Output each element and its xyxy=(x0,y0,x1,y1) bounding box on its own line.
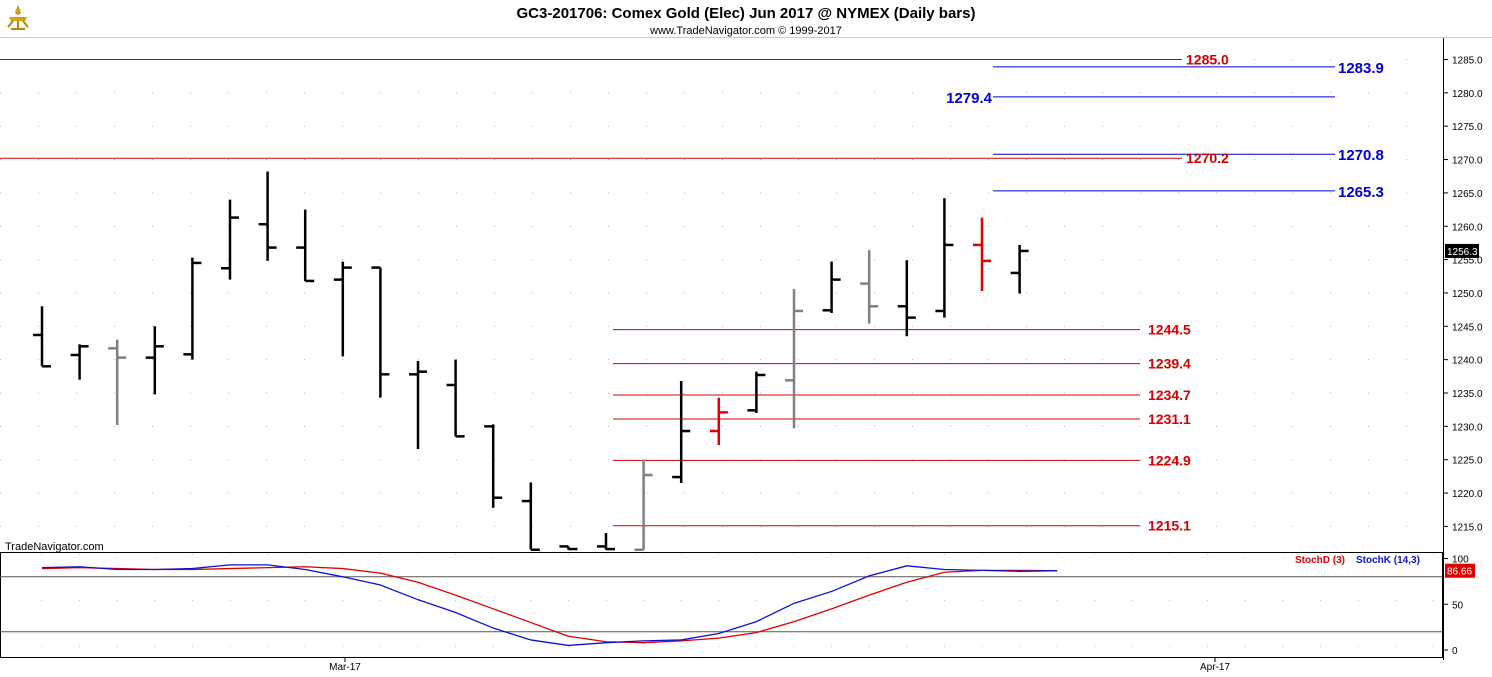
ohlc-bar xyxy=(296,209,315,283)
ohlc-bar xyxy=(409,360,427,450)
ohlc-bar xyxy=(183,257,202,360)
ohlc-bar xyxy=(33,306,51,368)
x-tick-label: Apr-17 xyxy=(1200,662,1230,673)
ohlc-bar xyxy=(484,424,503,508)
price-tick-label: 1225.0 xyxy=(1452,456,1483,467)
projection-label: 1279.4 xyxy=(946,90,993,107)
support-label: 1244.5 xyxy=(1148,322,1191,338)
price-tick-label: 1265.0 xyxy=(1452,189,1483,200)
stochastic-lines xyxy=(41,564,1058,647)
ohlc-bar xyxy=(145,326,164,395)
price-tick-label: 1220.0 xyxy=(1452,489,1483,500)
price-tick-label: 1245.0 xyxy=(1452,322,1483,333)
ohlc-bar xyxy=(747,371,766,414)
support-label: 1231.1 xyxy=(1148,411,1191,427)
ohlc-bar xyxy=(333,261,352,357)
price-tick-label: 1260.0 xyxy=(1452,222,1483,233)
ohlc-bar xyxy=(1010,244,1029,294)
indicator-grid xyxy=(0,554,1442,656)
level-lines xyxy=(0,59,1335,527)
last-price-label: 1256.3 xyxy=(1447,247,1478,258)
price-bars xyxy=(33,171,1029,551)
stoch-tick-label: 0 xyxy=(1452,646,1458,657)
price-tick-label: 1250.0 xyxy=(1452,289,1483,300)
ohlc-bar xyxy=(258,171,277,261)
ohlc-bar xyxy=(935,198,954,318)
stoch-last-label: 86.66 xyxy=(1447,567,1472,578)
ohlc-bar xyxy=(70,344,89,380)
ohlc-bar xyxy=(822,261,841,313)
price-axis: 1215.0 1220.0 1225.0 1230.0 1235.0 1240.0 1245… xyxy=(1443,56,1483,533)
stoch-tick-label: 50 xyxy=(1452,600,1464,611)
support-label: 1224.9 xyxy=(1148,452,1191,468)
trading-figure-logo-icon xyxy=(3,3,33,35)
stoch-tick-label: 100 xyxy=(1452,555,1469,566)
ohlc-bar xyxy=(597,533,615,551)
price-tick-label: 1235.0 xyxy=(1452,389,1483,400)
price-tick-label: 1285.0 xyxy=(1452,56,1483,67)
price-tick-label: 1270.0 xyxy=(1452,156,1483,167)
price-tick-label: 1240.0 xyxy=(1452,356,1483,367)
support-label: 1239.4 xyxy=(1148,356,1191,372)
stoch-d-legend: StochD (3) xyxy=(1295,555,1345,566)
x-axis: Mar-17 Apr-17 xyxy=(0,657,1443,673)
projection-label: 1283.9 xyxy=(1338,60,1384,77)
watermark-text: TradeNavigator.com xyxy=(5,541,104,553)
ohlc-bar xyxy=(973,217,991,291)
price-tick-label: 1280.0 xyxy=(1452,89,1483,100)
ohlc-bar xyxy=(521,482,540,551)
support-label: 1270.2 xyxy=(1186,150,1229,166)
ohlc-bar xyxy=(371,266,390,398)
price-tick-label: 1255.0 xyxy=(1452,256,1483,267)
projection-label: 1270.8 xyxy=(1338,147,1384,164)
price-tick-label: 1230.0 xyxy=(1452,422,1483,433)
ohlc-bar xyxy=(785,288,803,429)
x-tick-label: Mar-17 xyxy=(329,662,361,673)
copyright-text: www.TradeNavigator.com © 1999-2017 xyxy=(649,25,842,37)
stoch-last-box xyxy=(1445,563,1475,578)
ohlc-bar xyxy=(221,199,239,280)
price-tick-label: 1215.0 xyxy=(1452,522,1483,533)
projection-label: 1265.3 xyxy=(1338,184,1384,201)
ohlc-bar xyxy=(672,380,691,484)
support-label: 1234.7 xyxy=(1148,387,1191,403)
price-tick-label: 1275.0 xyxy=(1452,122,1483,133)
ohlc-bar xyxy=(446,359,465,438)
ohlc-bar xyxy=(108,339,127,426)
ohlc-bar xyxy=(709,397,728,446)
ohlc-bar xyxy=(559,545,578,551)
stoch-k-legend: StochK (14,3) xyxy=(1356,555,1420,566)
ohlc-bar xyxy=(897,260,916,337)
ohlc-bar xyxy=(634,459,653,551)
chart-title: GC3-201706: Comex Gold (Elec) Jun 2017 @… xyxy=(517,5,976,22)
last-price-box xyxy=(1445,243,1479,258)
support-label: 1285.0 xyxy=(1186,52,1229,68)
level-labels: 1285.0 1270.2 1244.5 1239.4 1234.7 1231.1 1224… xyxy=(946,52,1384,534)
stoch-k-line xyxy=(41,564,1058,647)
stoch-d-line xyxy=(41,566,1058,644)
ohlc-bar xyxy=(860,250,879,324)
support-label: 1215.1 xyxy=(1148,518,1191,534)
